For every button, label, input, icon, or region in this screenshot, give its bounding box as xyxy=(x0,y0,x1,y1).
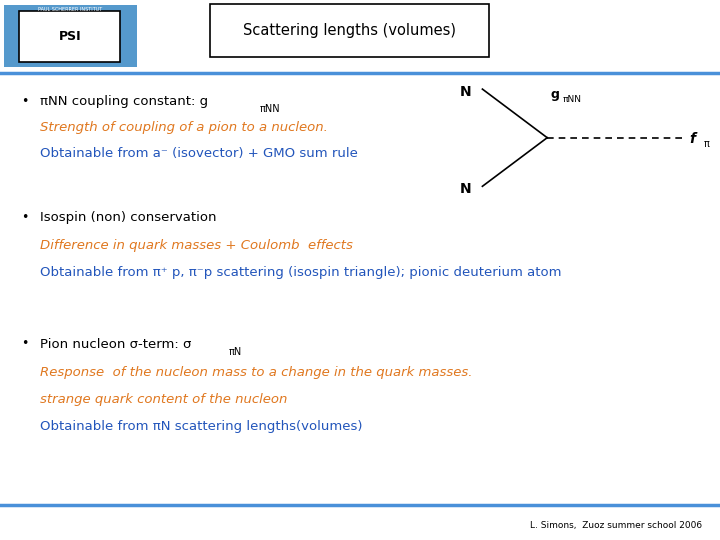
Text: f: f xyxy=(690,132,696,146)
Text: Scattering lengths (volumes): Scattering lengths (volumes) xyxy=(243,23,456,38)
Text: g: g xyxy=(551,88,559,101)
Text: Obtainable from a⁻ (isovector) + GMO sum rule: Obtainable from a⁻ (isovector) + GMO sum… xyxy=(40,147,357,160)
Text: PAUL SCHERRER INSTITUT: PAUL SCHERRER INSTITUT xyxy=(37,7,102,12)
Bar xyxy=(4,5,137,68)
Text: N: N xyxy=(460,182,472,196)
Text: Difference in quark masses + Coulomb  effects: Difference in quark masses + Coulomb eff… xyxy=(40,239,353,252)
Text: L. Simons,  Zuoz summer school 2006: L. Simons, Zuoz summer school 2006 xyxy=(530,521,702,530)
Text: •: • xyxy=(22,338,29,350)
FancyBboxPatch shape xyxy=(210,4,489,57)
Text: Obtainable from πN scattering lengths(volumes): Obtainable from πN scattering lengths(vo… xyxy=(40,420,362,433)
Text: strange quark content of the nucleon: strange quark content of the nucleon xyxy=(40,393,287,406)
Text: πNN: πNN xyxy=(259,104,280,114)
Text: Obtainable from π⁺ p, π⁻p scattering (isospin triangle); pionic deuterium atom: Obtainable from π⁺ p, π⁻p scattering (is… xyxy=(40,266,561,279)
Text: Strength of coupling of a pion to a nucleon.: Strength of coupling of a pion to a nucl… xyxy=(40,122,328,134)
Text: •: • xyxy=(22,94,29,107)
Text: π: π xyxy=(704,139,710,149)
Text: Response  of the nucleon mass to a change in the quark masses.: Response of the nucleon mass to a change… xyxy=(40,366,472,379)
FancyBboxPatch shape xyxy=(19,11,120,62)
Text: Isospin (non) conservation: Isospin (non) conservation xyxy=(40,211,216,224)
Text: •: • xyxy=(22,211,29,224)
Text: PSI: PSI xyxy=(58,30,81,43)
Text: πNN: πNN xyxy=(563,96,582,104)
Text: πN: πN xyxy=(229,347,242,357)
Text: N: N xyxy=(460,85,472,99)
Text: πNN coupling constant: g: πNN coupling constant: g xyxy=(40,94,208,107)
Text: Pion nucleon σ-term: σ: Pion nucleon σ-term: σ xyxy=(40,338,191,350)
